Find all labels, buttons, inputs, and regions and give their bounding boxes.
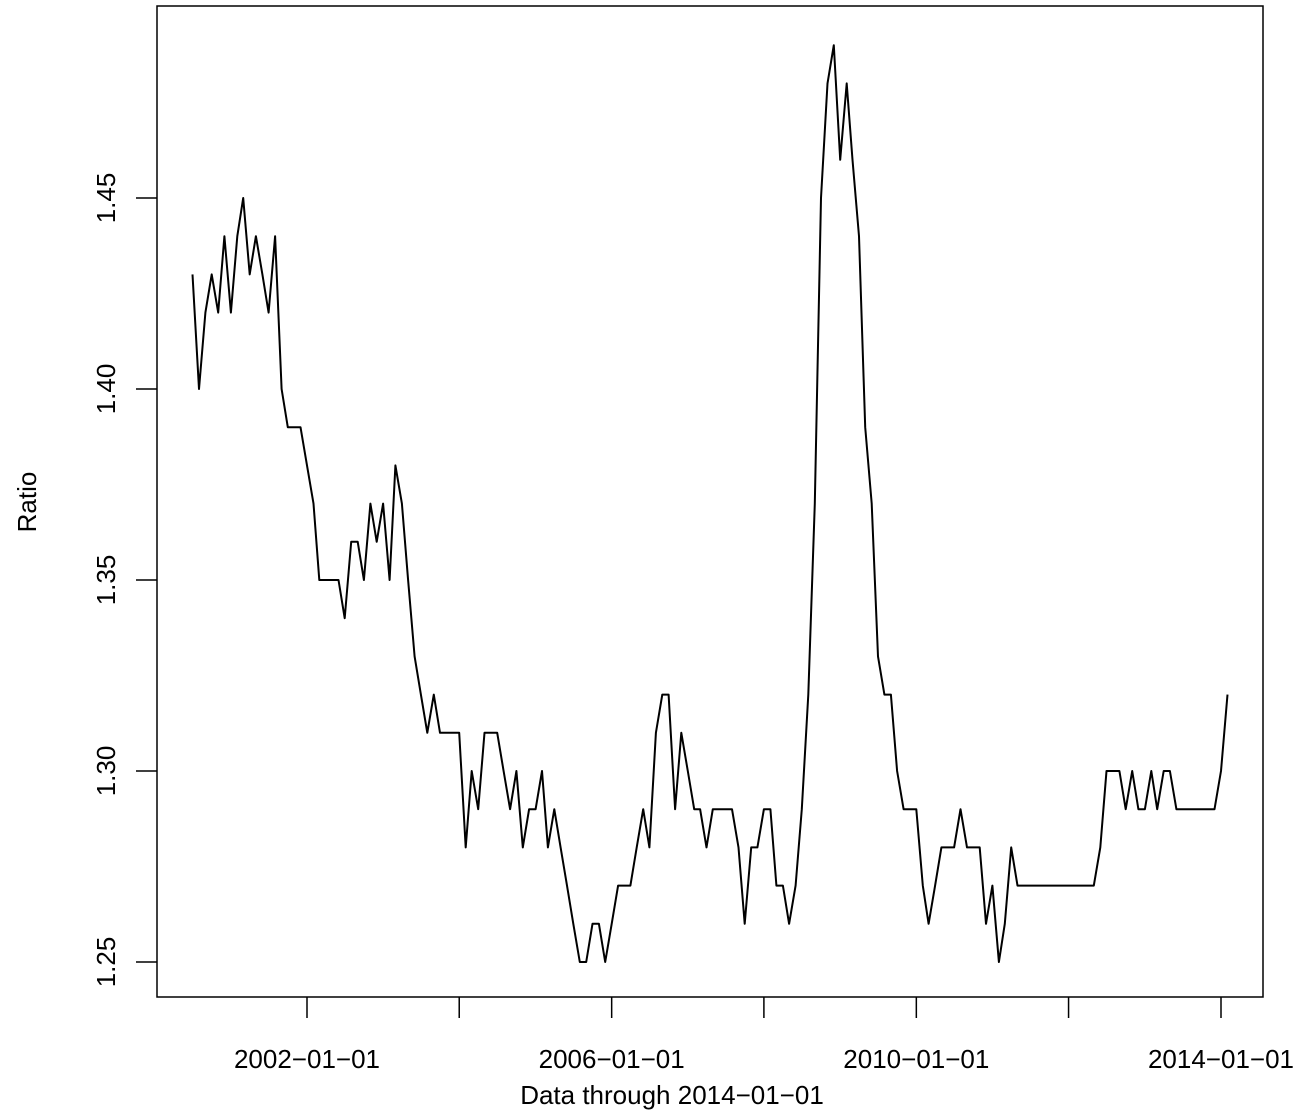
- y-tick-label: 1.45: [91, 173, 121, 224]
- ratio-series-line: [191, 44, 1229, 963]
- x-tick-label: 2002−01−01: [234, 1044, 380, 1074]
- plot-frame: [156, 5, 1264, 998]
- y-tick-label: 1.30: [91, 746, 121, 797]
- x-tick-label: 2006−01−01: [539, 1044, 685, 1074]
- y-tick-label: 1.25: [91, 937, 121, 988]
- y-axis: 1.25 1.30 1.35 1.40 1.45: [91, 173, 157, 988]
- x-tick-label: 2014−01−01: [1148, 1044, 1294, 1074]
- y-axis-label: Ratio: [12, 472, 42, 533]
- y-tick-label: 1.35: [91, 555, 121, 606]
- x-tick-label: 2010−01−01: [843, 1044, 989, 1074]
- y-tick-label: 1.40: [91, 364, 121, 415]
- x-axis-label: Data through 2014−01−01: [520, 1080, 824, 1110]
- x-axis: 2002−01−01 2006−01−01 2010−01−01 2014−01−01: [234, 997, 1294, 1074]
